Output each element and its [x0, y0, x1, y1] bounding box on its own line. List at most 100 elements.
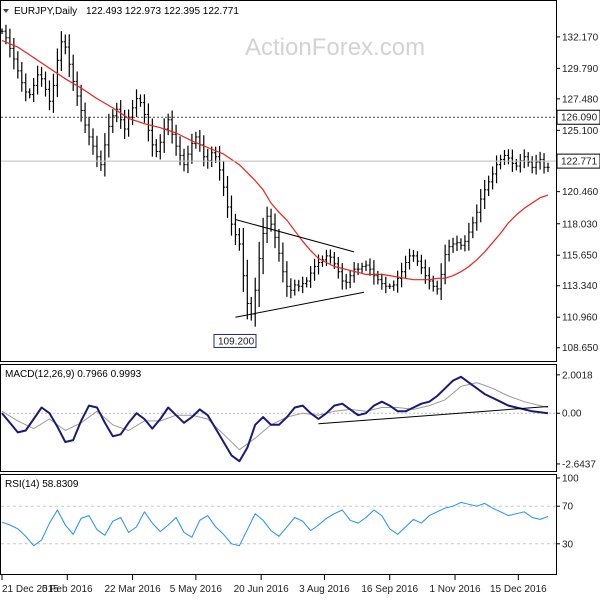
- price-bar: [265, 206, 269, 244]
- x-tick-label-8: 15 Dec 2016: [490, 584, 547, 595]
- rsi-panel: RSI(14) 58.8309: [0, 474, 557, 575]
- price-bar: [257, 241, 261, 307]
- price-bar: [356, 263, 360, 276]
- price-bar: [103, 133, 107, 177]
- price-bar: [154, 139, 158, 158]
- price-bar: [107, 113, 111, 158]
- rsi-line: [1, 501, 549, 547]
- price-bar: [344, 273, 348, 290]
- price-header-symbol: EURJPY,Daily: [14, 6, 77, 17]
- price-bar: [491, 166, 495, 190]
- price-bar: [297, 279, 301, 292]
- macd-trendline: [318, 406, 549, 425]
- x-tick-label-2: 22 Mar 2016: [104, 584, 161, 595]
- price-bar: [289, 278, 293, 299]
- x-tick-label-6: 16 Sep 2016: [361, 584, 418, 595]
- price-bar: [194, 131, 198, 149]
- price-bar: [134, 89, 139, 118]
- price-bar: [229, 195, 234, 236]
- price-bar: [20, 61, 24, 92]
- price-trendline-1: [235, 291, 365, 318]
- macd-ytick-label-1: 0.00: [562, 409, 582, 420]
- resistance-level-tag: [556, 109, 600, 125]
- price-bar: [439, 263, 443, 301]
- price-bar: [130, 99, 135, 126]
- price-bar: [312, 258, 317, 281]
- price-bar: [59, 31, 63, 71]
- price-bar: [158, 134, 162, 160]
- collapse-arrow-icon[interactable]: [3, 9, 9, 13]
- price-bar: [419, 254, 423, 275]
- rsi-ytick-label-1: 70: [562, 502, 574, 513]
- price-bar: [190, 133, 194, 164]
- price-bar: [0, 28, 4, 34]
- price-ytick-label-0: 132.170: [562, 32, 599, 43]
- x-tick-label-7: 1 Nov 2016: [429, 584, 481, 595]
- price-bar: [87, 116, 91, 146]
- price-bar: [352, 262, 356, 283]
- macd-ytick-label-0: 2.0018: [562, 370, 593, 381]
- price-bar: [467, 222, 471, 251]
- price-bar: [451, 237, 455, 253]
- price-bar: [32, 78, 36, 103]
- price-bar: [534, 154, 538, 175]
- price-bar: [150, 118, 154, 157]
- price-bar: [174, 124, 178, 156]
- price-bar: [455, 235, 459, 252]
- price-bar: [221, 161, 226, 197]
- price-bar: [502, 149, 507, 165]
- price-bar: [170, 110, 174, 144]
- price-bar: [368, 258, 372, 276]
- price-bar: [43, 71, 48, 97]
- price-bar: [479, 188, 483, 223]
- price-bar: [237, 227, 241, 251]
- price-bar: [459, 238, 463, 250]
- price-bar: [75, 71, 79, 106]
- price-bar: [372, 260, 376, 285]
- rsi-ytick-label-2: 30: [562, 539, 574, 550]
- macd-main-line: [1, 375, 549, 463]
- price-bar: [83, 102, 87, 134]
- x-tick-label-5: 3 Aug 2016: [299, 584, 350, 595]
- price-bar: [79, 84, 83, 122]
- price-bar: [285, 261, 289, 297]
- price-bar: [396, 270, 400, 293]
- price-bar: [364, 260, 368, 271]
- price-bar: [328, 249, 332, 264]
- price-bar: [305, 277, 309, 288]
- price-bar: [36, 65, 40, 95]
- price-bar: [95, 135, 99, 168]
- price-bar: [39, 66, 44, 87]
- price-bar: [182, 148, 186, 172]
- price-bar: [166, 113, 170, 136]
- rsi-label: RSI(14) 58.8309: [5, 479, 79, 490]
- price-bar: [463, 235, 467, 252]
- price-trendline-0: [235, 219, 355, 253]
- price-header-ohlc: 122.493 122.973 122.395 122.771: [86, 6, 239, 17]
- price-bar: [8, 28, 12, 58]
- x-tick-label-0: 21 Dec 2015: [2, 584, 59, 595]
- x-tick-label-4: 20 Jun 2016: [234, 584, 289, 595]
- macd-ytick-label-2: -2.6437: [562, 459, 596, 470]
- price-bar: [340, 263, 344, 290]
- price-bar: [301, 276, 305, 294]
- price-ytick-label-6: 115.650: [562, 251, 598, 262]
- price-bar: [431, 275, 435, 292]
- price-panel: ActionForex.com EURJPY,Daily 122.493 122…: [0, 0, 557, 362]
- last-close-label: 122.771: [561, 157, 598, 168]
- price-bar: [16, 51, 20, 79]
- price-bar: [403, 255, 408, 279]
- price-bar: [348, 269, 352, 289]
- price-bar: [138, 94, 143, 107]
- low-marker-label: 109.200: [218, 336, 255, 347]
- rsi-panel-frame: [0, 474, 557, 575]
- price-ytick-label-2: 127.480: [562, 94, 599, 105]
- macd-panel: MACD(12,26,9) 0.7966 0.9993: [0, 364, 557, 472]
- price-ytick-label-1: 129.790: [562, 64, 599, 75]
- price-ytick-label-7: 113.340: [562, 281, 598, 292]
- price-bar: [475, 204, 479, 231]
- price-bar: [309, 266, 313, 288]
- macd-panel-frame: [0, 364, 557, 472]
- x-tick-label-1: 5 Feb 2016: [42, 584, 93, 595]
- price-bar: [277, 228, 281, 262]
